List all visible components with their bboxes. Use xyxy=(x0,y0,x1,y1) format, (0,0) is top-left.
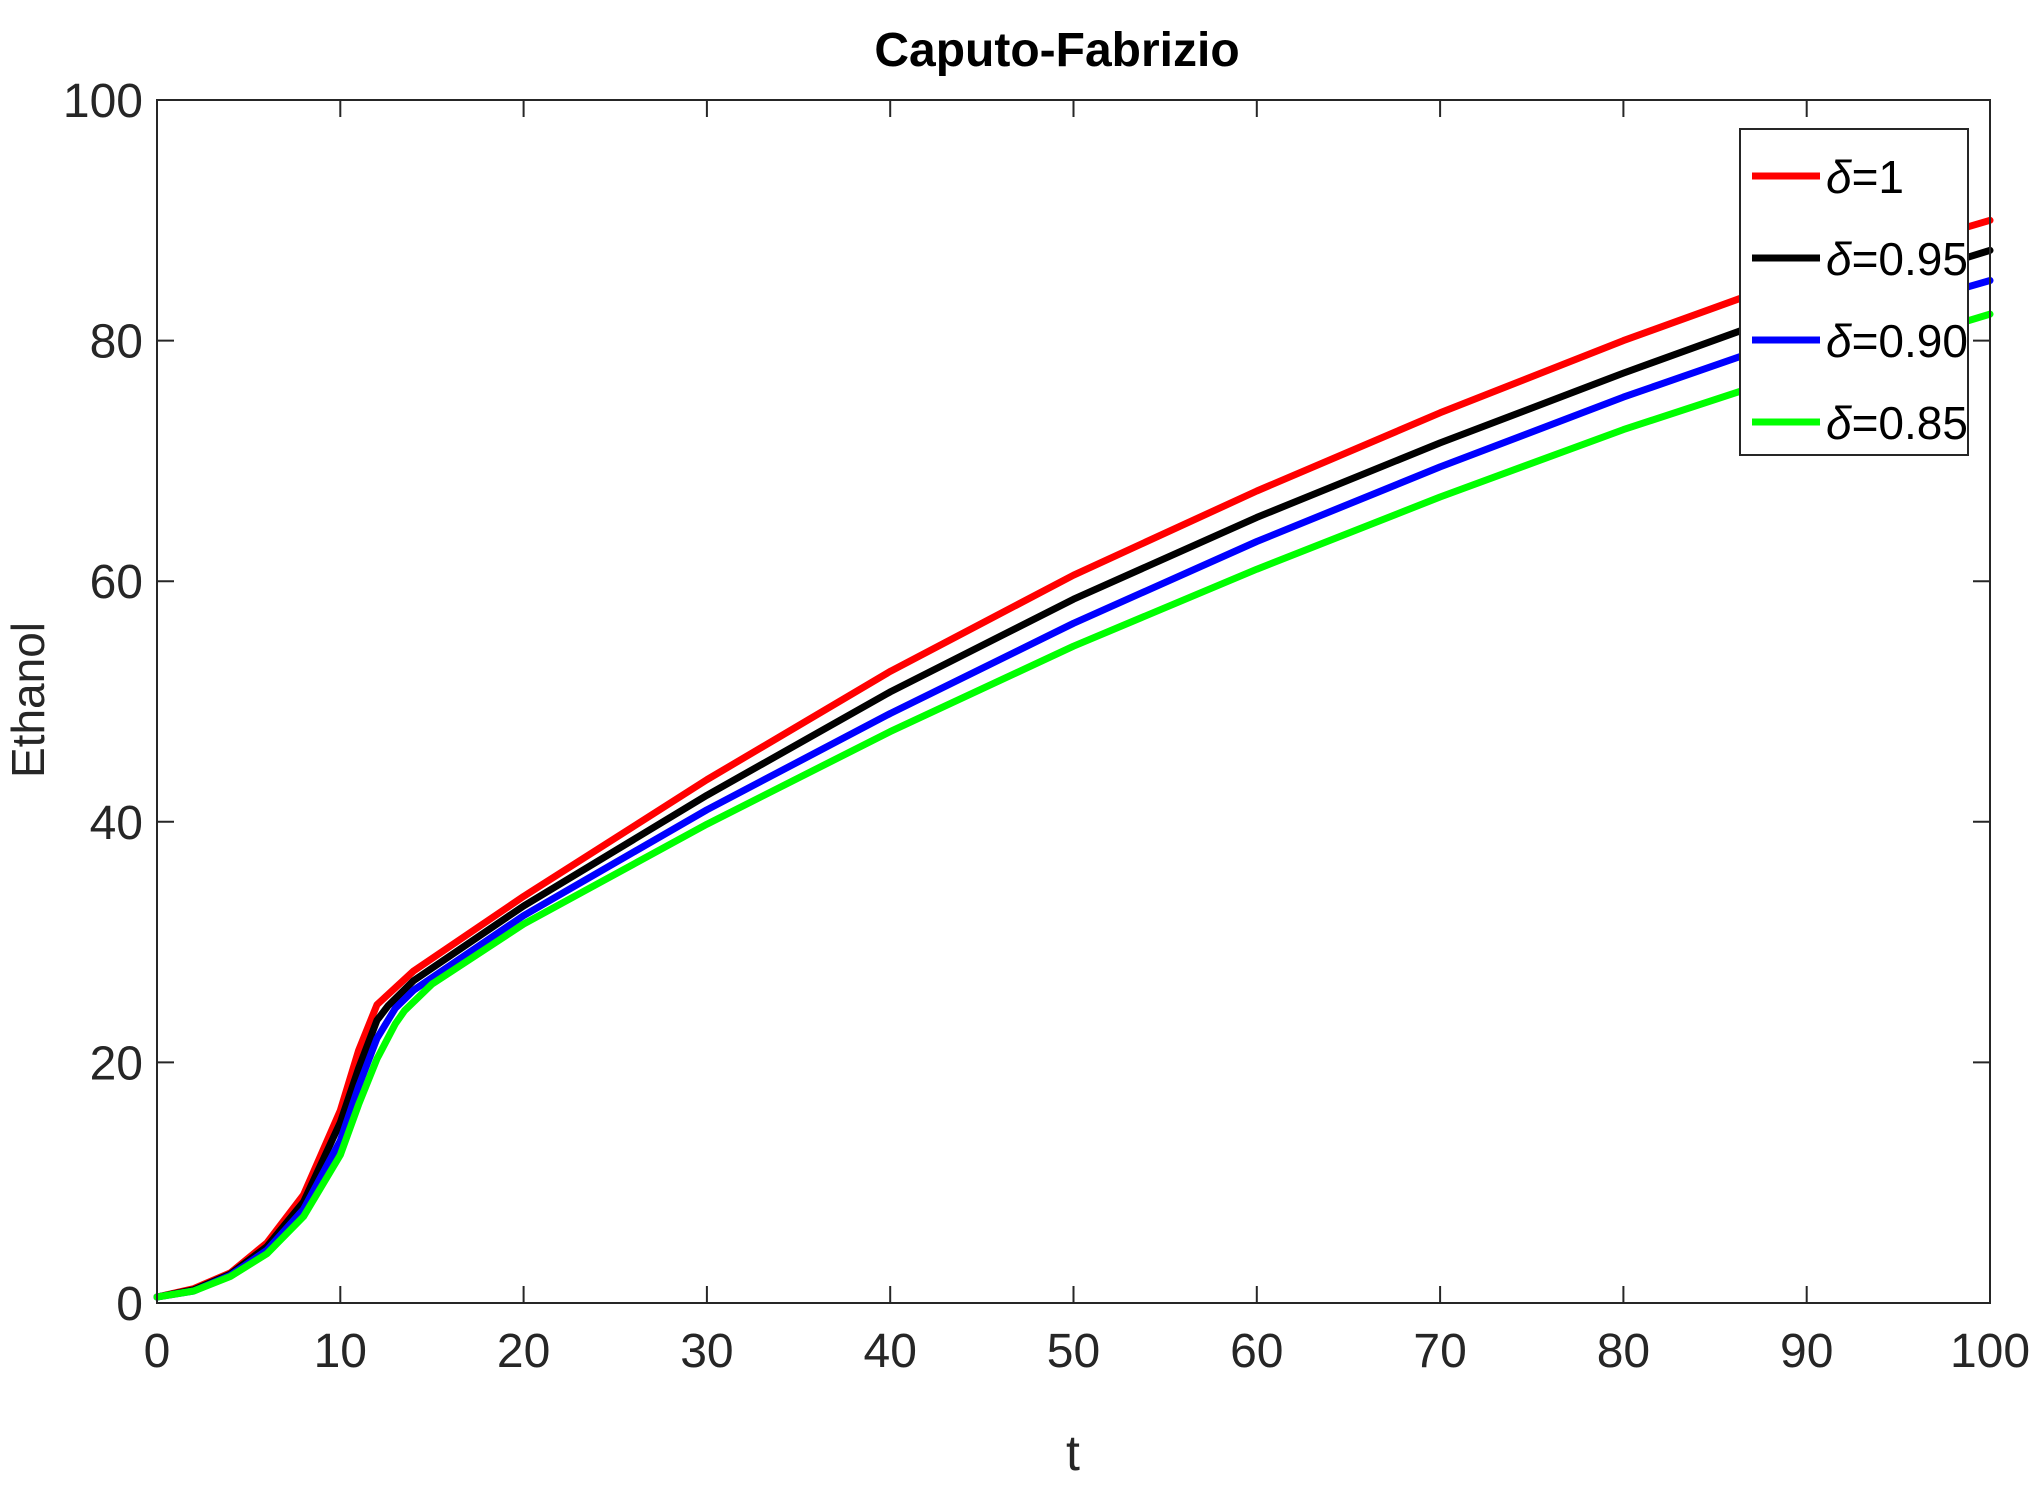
legend-symbol: δ xyxy=(1826,233,1852,285)
legend-label-2: δ=0.90 xyxy=(1826,315,1968,367)
x-tick-label: 40 xyxy=(864,1325,917,1378)
legend-symbol: δ xyxy=(1826,151,1852,203)
x-axis-label: t xyxy=(1066,1425,1080,1481)
series-line-0 xyxy=(153,216,1994,1301)
y-tick-label: 100 xyxy=(63,75,143,128)
legend-label-0: δ=1 xyxy=(1826,151,1904,203)
x-tick-label: 80 xyxy=(1597,1325,1650,1378)
x-tick-label: 100 xyxy=(1950,1325,2030,1378)
axis-ticks: 0 10 20 30 40 50 60 70 80 90 100 0 20 40 60 80 100 xyxy=(63,75,2030,1378)
x-tick-label: 60 xyxy=(1230,1325,1283,1378)
y-tick-label: 60 xyxy=(90,556,143,609)
legend-value: =0.85 xyxy=(1852,397,1968,449)
plot-area xyxy=(153,216,1994,1301)
series-line-3 xyxy=(153,310,1994,1301)
x-tick-label: 90 xyxy=(1780,1325,1833,1378)
x-tick-label: 70 xyxy=(1413,1325,1466,1378)
y-tick-label: 0 xyxy=(116,1278,143,1331)
axes-box xyxy=(156,99,1991,1304)
y-axis-label: Ethanol xyxy=(2,622,54,778)
y-tick-label: 40 xyxy=(90,797,143,850)
legend-value: =0.90 xyxy=(1852,315,1968,367)
legend-symbol: δ xyxy=(1826,397,1852,449)
y-tick-label: 20 xyxy=(90,1037,143,1090)
series-line-2 xyxy=(153,277,1994,1301)
legend-box xyxy=(1739,128,1969,456)
legend-symbol: δ xyxy=(1826,315,1852,367)
y-tick-label: 80 xyxy=(90,316,143,369)
x-tick-label: 10 xyxy=(314,1325,367,1378)
legend-value: =0.95 xyxy=(1852,233,1968,285)
x-tick-label: 20 xyxy=(497,1325,550,1378)
x-tick-label: 50 xyxy=(1047,1325,1100,1378)
legend: δ=1δ=0.95δ=0.90δ=0.85 xyxy=(1739,128,1969,456)
series-line-1 xyxy=(153,246,1994,1301)
legend-label-1: δ=0.95 xyxy=(1826,233,1968,285)
x-tick-label: 30 xyxy=(680,1325,733,1378)
legend-value: =1 xyxy=(1852,151,1904,203)
legend-label-3: δ=0.85 xyxy=(1826,397,1968,449)
x-tick-label: 0 xyxy=(144,1325,171,1378)
chart-title: Caputo-Fabrizio xyxy=(874,24,1239,77)
